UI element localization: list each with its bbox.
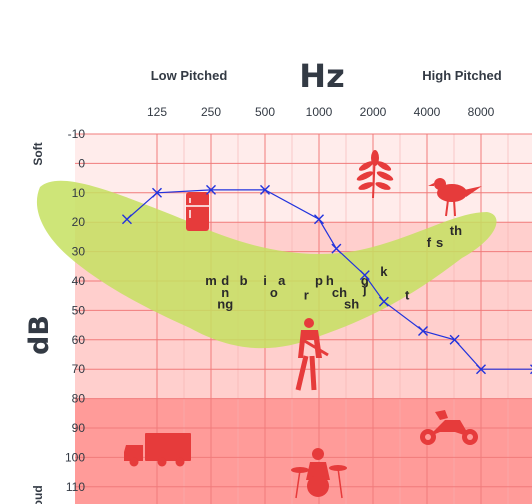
marker-stroke: [314, 214, 324, 225]
zone-loud: [75, 398, 532, 504]
phoneme-label: k: [380, 264, 388, 279]
marker-stroke: [418, 325, 428, 336]
phoneme-label: s: [436, 235, 443, 250]
y-tick-label: 70: [72, 362, 86, 376]
y-tick-label: 10: [72, 186, 86, 200]
low-pitched-label: Low Pitched: [151, 68, 228, 83]
y-axis-label-db: dB: [24, 315, 55, 355]
motorcycle-icon: [420, 410, 478, 445]
y-tick-label: 60: [72, 333, 86, 347]
y-tick-label: -10: [68, 127, 86, 141]
threshold-marker: [476, 364, 486, 375]
threshold-marker: [449, 334, 460, 345]
y-tick-label: 30: [72, 245, 86, 259]
person-walking-icon: [295, 318, 329, 391]
phoneme-label: p: [315, 273, 323, 288]
threshold-marker: [121, 214, 132, 225]
high-pitched-label: High Pitched: [422, 68, 502, 83]
threshold-marker: [331, 243, 342, 254]
phoneme-label: b: [240, 273, 248, 288]
x-tick-label: 250: [201, 105, 221, 119]
y-tick-label: 20: [72, 215, 86, 229]
x-tick-label: 8000: [468, 105, 495, 119]
bird-icon: [428, 178, 482, 217]
phoneme-label: o: [270, 285, 278, 300]
threshold-marker: [359, 270, 370, 281]
phoneme-label: i: [263, 273, 267, 288]
x-tick-label: 125: [147, 105, 167, 119]
phoneme-label: a: [278, 273, 286, 288]
truck-icon: [124, 433, 191, 467]
y-tick-label: 40: [72, 274, 86, 288]
refrigerator-icon: [186, 192, 209, 231]
marker-stroke: [359, 270, 370, 281]
threshold-marker: [314, 214, 324, 225]
marker-stroke: [476, 364, 486, 375]
phoneme-label: ng: [217, 297, 233, 312]
marker-stroke: [331, 243, 342, 254]
soft-label: Soft: [31, 142, 45, 165]
y-axis-ticks: -10 0 10 20 30 40 50 60 70 80 90 100 110: [65, 127, 85, 494]
x-tick-label: 500: [255, 105, 275, 119]
drummer-icon: [291, 448, 347, 499]
marker-stroke: [260, 184, 270, 195]
y-tick-label: 90: [72, 421, 86, 435]
phoneme-label: d: [221, 273, 229, 288]
threshold-marker: [152, 187, 162, 198]
threshold-marker: [206, 184, 216, 195]
y-tick-label: 0: [78, 156, 85, 170]
phoneme-label: m: [205, 273, 217, 288]
marker-stroke: [378, 296, 389, 307]
marker-stroke: [449, 334, 460, 345]
phoneme-label: t: [405, 288, 410, 303]
marker-stroke: [206, 184, 216, 195]
phoneme-label: h: [326, 273, 334, 288]
chart-title-hz: Hz: [299, 57, 344, 95]
marker-stroke: [152, 187, 162, 198]
phoneme-label: f: [427, 235, 432, 250]
threshold-line: [126, 189, 532, 370]
x-tick-label: 1000: [306, 105, 333, 119]
phoneme-label: g: [361, 273, 369, 288]
threshold-marker: [418, 325, 428, 336]
marker-stroke: [121, 214, 132, 225]
leaf-icon: [356, 150, 394, 199]
x-tick-label: 2000: [360, 105, 387, 119]
loud-label: Loud: [31, 485, 45, 504]
x-axis-ticks: 125 250 500 1000 2000 4000 8000: [147, 105, 495, 119]
phoneme-label: th: [450, 223, 462, 238]
x-tick-label: 4000: [414, 105, 441, 119]
speech-banana: [36, 180, 497, 349]
phoneme-label: r: [304, 288, 309, 303]
phoneme-label: n: [221, 285, 229, 300]
threshold-marker: [378, 296, 389, 307]
y-tick-label: 100: [65, 450, 85, 464]
y-tick-label: 50: [72, 303, 86, 317]
hearing-thresholds: [121, 184, 532, 375]
y-tick-label: 110: [66, 480, 85, 494]
phoneme-label: j: [362, 282, 367, 297]
phoneme-label: ch: [332, 285, 347, 300]
threshold-marker: [260, 184, 270, 195]
y-tick-label: 80: [72, 392, 86, 406]
phoneme-label: sh: [344, 297, 359, 312]
